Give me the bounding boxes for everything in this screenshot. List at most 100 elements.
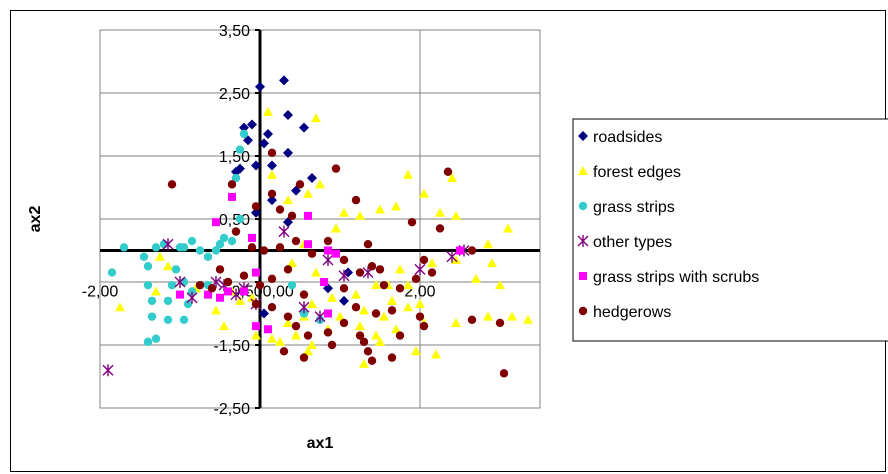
point-grass-strips: [239, 129, 249, 139]
point-other-types: [414, 263, 426, 276]
point-hedgerows: [499, 369, 509, 378]
point-roadsides: [283, 110, 293, 121]
point-grass-strips: [211, 246, 221, 255]
point-hedgerows: [307, 249, 317, 258]
point-forest-edges: [327, 292, 337, 302]
point-forest-edges: [275, 336, 285, 346]
point-other-types: [278, 225, 290, 238]
point-grass-strips: [159, 240, 169, 249]
point-hedgerows: [339, 284, 349, 293]
point-hedgerows: [239, 271, 249, 280]
point-forest-edges: [351, 289, 361, 299]
y-tick-label: 2,50: [219, 86, 250, 103]
point-forest-edges: [403, 169, 413, 179]
point-hedgerows: [331, 164, 341, 173]
point-forest-edges: [311, 113, 321, 123]
plot-area-border: [99, 29, 541, 409]
point-forest-edges: [375, 336, 385, 346]
legend-marker-roadsides: [578, 131, 588, 141]
point-grass-strips: [163, 296, 173, 306]
point-hedgerows: [283, 312, 293, 321]
point-forest-edges: [487, 258, 497, 268]
point-grass-strips: [151, 243, 161, 252]
point-hedgerows: [355, 268, 365, 277]
point-grass-strips: [139, 252, 149, 261]
point-forest-edges: [267, 333, 277, 343]
point-grass-strips: [179, 315, 189, 324]
point-hedgerows: [419, 255, 429, 265]
legend-label-hedgerows: hedgerows: [593, 304, 671, 321]
point-hedgerows: [295, 180, 305, 189]
point-grass-strips: [119, 243, 129, 252]
point-hedgerows: [327, 340, 337, 350]
point-hedgerows: [251, 202, 261, 211]
point-forest-edges: [307, 340, 317, 349]
point-hedgerows: [375, 265, 385, 274]
point-forest-edges: [391, 201, 401, 211]
point-grass-strips-with-scrubs: [264, 325, 272, 334]
legend-label-forest-edges: forest edges: [593, 164, 681, 181]
point-forest-edges: [419, 188, 429, 198]
point-forest-edges: [303, 188, 313, 198]
point-forest-edges: [283, 195, 293, 205]
point-grass-strips: [235, 145, 245, 154]
x-tick-label: -2,00: [82, 284, 119, 301]
point-forest-edges: [451, 317, 461, 327]
point-hedgerows: [467, 246, 477, 255]
point-roadsides: [279, 75, 289, 86]
y-axis-title: ax2: [27, 206, 44, 233]
legend-marker-forest-edges: [578, 166, 588, 175]
point-forest-edges: [219, 321, 229, 331]
point-hedgerows: [395, 331, 405, 340]
point-other-types: [322, 253, 334, 266]
point-hedgerows: [267, 189, 277, 198]
point-hedgerows: [267, 303, 277, 312]
point-hedgerows: [339, 255, 349, 265]
point-grass-strips-with-scrubs: [224, 287, 232, 296]
point-hedgerows: [495, 318, 505, 328]
point-forest-edges: [375, 204, 385, 214]
point-hedgerows: [387, 306, 397, 315]
point-grass-strips-with-scrubs: [176, 290, 184, 299]
point-hedgerows: [419, 321, 429, 331]
point-grass-strips: [203, 252, 213, 261]
point-hedgerows: [323, 236, 333, 246]
point-hedgerows: [395, 284, 405, 293]
point-forest-edges: [451, 210, 461, 220]
point-forest-edges: [451, 254, 461, 264]
point-forest-edges: [311, 267, 321, 277]
point-roadsides: [259, 138, 269, 149]
y-tick-label: -2,50: [214, 401, 251, 418]
point-hedgerows: [339, 318, 349, 328]
point-roadsides: [299, 122, 309, 133]
point-roadsides: [239, 122, 249, 133]
point-hedgerows: [407, 217, 417, 227]
point-hedgerows: [275, 205, 285, 214]
point-roadsides: [251, 160, 261, 171]
point-forest-edges: [395, 264, 405, 274]
point-hedgerows: [359, 337, 369, 347]
point-grass-strips: [187, 287, 197, 296]
point-other-types: [162, 238, 174, 251]
point-forest-edges: [283, 317, 293, 327]
point-forest-edges: [403, 280, 413, 290]
point-hedgerows: [167, 180, 177, 189]
point-hedgerows: [215, 265, 225, 274]
point-roadsides: [231, 166, 241, 177]
legend-label-roadsides: roadsides: [593, 129, 662, 146]
y-tick-label: 1,50: [219, 149, 250, 166]
point-hedgerows: [367, 262, 377, 271]
point-hedgerows: [255, 280, 265, 290]
point-hedgerows: [275, 243, 285, 252]
point-grass-strips: [299, 309, 309, 318]
point-other-types: [298, 301, 310, 314]
point-forest-edges: [151, 286, 161, 296]
point-grass-strips-with-scrubs: [320, 278, 328, 286]
point-hedgerows: [227, 180, 237, 189]
point-hedgerows: [267, 148, 277, 158]
point-grass-strips: [187, 236, 197, 246]
point-hedgerows: [259, 246, 269, 255]
point-forest-edges: [303, 346, 313, 356]
point-forest-edges: [251, 330, 261, 340]
y-tick-label: 3,50: [219, 23, 250, 40]
